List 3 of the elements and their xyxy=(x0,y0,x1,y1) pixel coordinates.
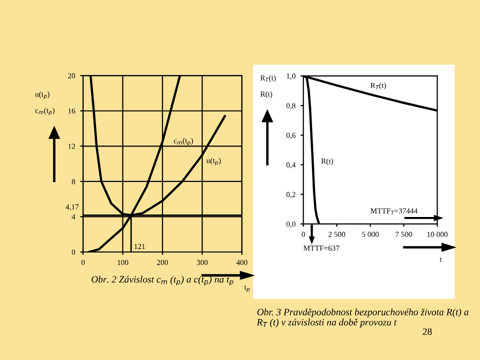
text: Obr. 2 Závislost c$_{m}$ (t$_{p}$) a c(t$_{p}$) na t$_{p}$ xyxy=(92,276,234,286)
text: Obr. 3 Pravděpodobnost bezporuchového života R(t) a R$_{T}$ (t) v závislosti na době provozu t xyxy=(256,308,468,328)
text: 28 xyxy=(422,328,432,335)
